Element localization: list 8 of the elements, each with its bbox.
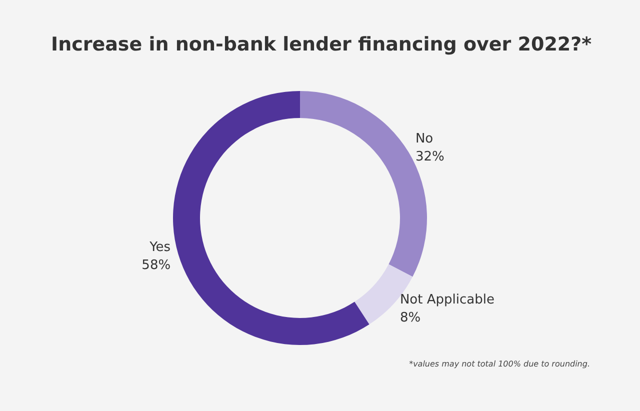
data-label: 8%: [400, 310, 421, 326]
slice-label: No: [415, 132, 434, 147]
slice-label: Yes: [148, 240, 171, 255]
data-label: 32%: [415, 150, 444, 165]
text: *values may not total 100% due to rounding.: [409, 360, 590, 368]
chart-title: Increase in non-bank lender financing over 2022?*: [51, 34, 592, 56]
data-label: 58%: [142, 258, 171, 273]
slice-label: Not Applicable: [400, 292, 494, 308]
